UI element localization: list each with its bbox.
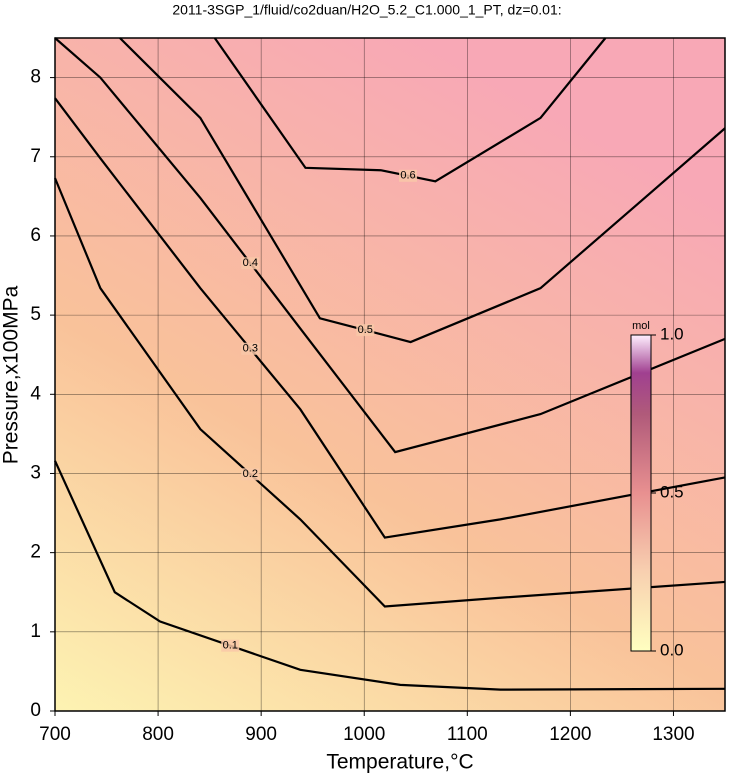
contour-line: [53, 460, 726, 691]
colorbar-tick-label: 0.0: [660, 640, 684, 659]
x-axis-label: Temperature,°C: [326, 751, 473, 774]
x-tick-label: 900: [245, 724, 277, 745]
contour-label: 0.5: [358, 324, 373, 336]
x-tick-label: 1300: [652, 724, 694, 745]
y-tick-label: 0: [30, 700, 41, 721]
contour-label: 0.1: [223, 640, 238, 652]
y-axis-label: Pressure,x100MPa: [0, 285, 23, 464]
contour-label-bg: [399, 169, 418, 182]
colorbar: [630, 334, 652, 652]
colorbar-tick-label: 1.0: [660, 324, 684, 343]
contour-label-bg: [356, 324, 375, 337]
contour-label: 0.2: [243, 468, 258, 480]
x-tick-label: 700: [39, 724, 71, 745]
y-tick-label: 5: [30, 304, 41, 325]
contour-label-bg: [241, 468, 260, 481]
plot-background: [55, 38, 725, 711]
colorbar-tick-label: 0.5: [660, 482, 684, 501]
contour-line: [53, 177, 726, 608]
chart-title: 2011-3SGP_1/fluid/co2duan/H2O_5.2_C1.000…: [172, 2, 561, 18]
x-tick-label: 800: [142, 724, 174, 745]
contour-label: 0.6: [400, 170, 415, 182]
x-tick-label: 1100: [447, 724, 488, 745]
contour-label-bg: [241, 257, 260, 270]
x-tick-label: 1000: [343, 724, 385, 745]
contour-label-bg: [221, 639, 240, 652]
plot-frame: [54, 37, 726, 712]
y-tick-label: 6: [30, 225, 41, 246]
x-tick-label: 1200: [549, 724, 591, 745]
y-tick-label: 4: [30, 383, 41, 404]
y-tick-label: 3: [30, 462, 41, 483]
colorbar-label: mol: [632, 320, 650, 332]
contour-label: 0.4: [243, 257, 258, 269]
plot-layer: 0.1 0.2 0.3 0.4 0.5 0.6: [53, 37, 726, 712]
y-tick-label: 7: [30, 146, 41, 167]
y-tick-label: 2: [30, 542, 41, 563]
contour-label-bg: [241, 342, 260, 355]
y-tick-label: 8: [30, 67, 41, 88]
contour-line: [54, 37, 726, 454]
y-tick-label: 1: [30, 621, 41, 642]
contour-line: [54, 97, 726, 539]
contour-label: 0.3: [243, 343, 258, 355]
